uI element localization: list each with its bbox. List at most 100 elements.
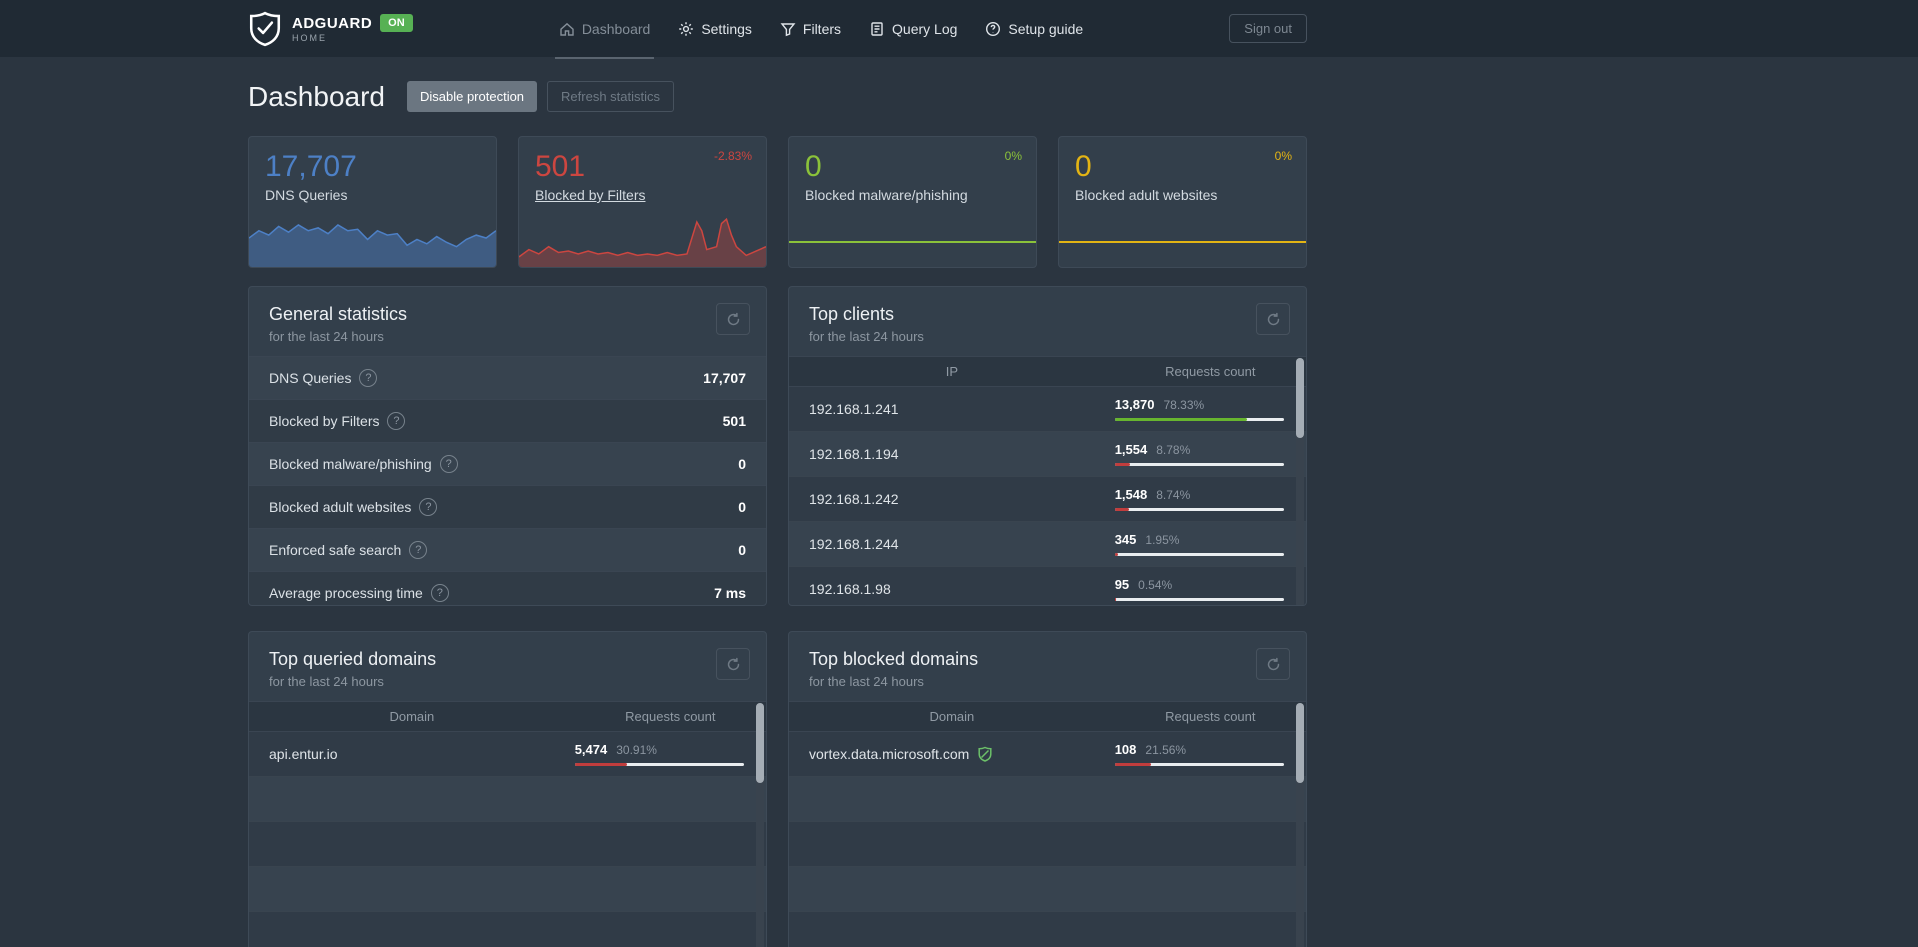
stat-row-label: DNS Queries [269,370,352,386]
column-header-requests: Requests count [625,709,716,724]
card-title: Top queried domains [269,649,437,669]
card-subtitle: for the last 24 hours [269,674,384,689]
stat-row: Blocked adult websites? 0 [249,485,766,528]
protection-status-badge: ON [380,14,413,32]
stat-row-value: 0 [738,542,746,558]
request-count: 13,870 [1114,397,1155,412]
nav-settings[interactable]: Settings [678,0,752,57]
table-header: Domain Requests count [789,701,1306,732]
sign-out-button[interactable]: Sign out [1229,14,1307,43]
scrollbar[interactable] [756,703,764,947]
nav-label: Settings [701,20,752,37]
table-row [789,822,1306,867]
progress-bar [1114,598,1284,601]
nav-label: Filters [802,20,842,37]
navbar: ADGUARD ON HOME Dashboard Settings [0,0,1918,59]
progress-bar-fill [1114,418,1248,421]
table-row [249,912,766,947]
blocked-filters-sparkline [519,209,766,267]
refresh-statistics-button[interactable]: Refresh statistics [547,81,675,112]
card-subtitle: for the last 24 hours [809,674,924,689]
progress-bar [1114,463,1284,466]
domain-name: api.entur.io [269,746,338,762]
scrollbar-thumb[interactable] [1296,703,1304,783]
card-subtitle: for the last 24 hours [809,329,924,344]
top-clients-card: Top clients for the last 24 hours IP Req… [788,286,1307,606]
general-statistics-card: General statistics for the last 24 hours… [248,286,767,606]
table-row: 192.168.1.242 1,548 8.74% [789,477,1306,522]
table-row [249,867,766,912]
stat-label: DNS Queries [265,187,348,203]
refresh-card-button[interactable] [1256,303,1290,335]
scrollbar-thumb[interactable] [756,703,764,783]
table-row: 192.168.1.98 95 0.54% [789,567,1306,605]
nav-filters[interactable]: Filters [780,0,841,57]
client-ip: 192.168.1.244 [809,536,899,552]
blocked-by-filters-link[interactable]: Blocked by Filters [535,187,646,203]
help-icon[interactable]: ? [409,541,428,559]
stat-card-blocked-malware: 0 Blocked malware/phishing 0% [788,136,1037,268]
dns-queries-sparkline [249,209,496,267]
progress-bar [1114,418,1284,421]
stat-trend: 0% [1274,149,1292,163]
request-count: 345 [1114,532,1137,547]
request-count: 95 [1114,577,1130,592]
nav-query-log[interactable]: Query Log [869,0,957,57]
stat-cards-row: 17,707 DNS Queries 501 Blocked by Filter… [248,136,1307,268]
card-title: Top blocked domains [809,649,979,669]
malware-sparkline-flat [789,241,1036,243]
top-queried-table: Domain Requests count api.entur.io 5,474… [249,701,766,947]
request-percent: 0.54% [1138,578,1173,592]
progress-bar [1114,553,1284,556]
stat-row-label: Enforced safe search [269,542,402,558]
help-icon[interactable]: ? [439,455,458,473]
table-header: Domain Requests count [249,701,766,732]
refresh-card-button[interactable] [716,648,750,680]
table-header: IP Requests count [789,356,1306,387]
help-icon[interactable]: ? [359,369,378,387]
help-icon[interactable]: ? [430,584,449,602]
refresh-card-button[interactable] [716,303,750,335]
nav-label: Dashboard [581,20,651,37]
card-title: Top clients [809,304,895,324]
stat-row-label: Blocked by Filters [269,413,380,429]
tracker-shield-icon[interactable] [977,746,993,762]
refresh-card-button[interactable] [1256,648,1290,680]
progress-bar-fill [1114,463,1130,466]
disable-protection-button[interactable]: Disable protection [406,81,538,112]
nav-setup-guide[interactable]: Setup guide [985,0,1083,57]
client-ip: 192.168.1.242 [809,491,899,507]
gear-icon [679,21,694,36]
progress-bar [1114,763,1284,766]
brand: ADGUARD ON HOME [248,11,413,47]
scrollbar[interactable] [1296,703,1304,947]
request-percent: 21.56% [1145,743,1187,757]
table-row: vortex.data.microsoft.com 108 21.56% [789,732,1306,777]
stat-trend: 0% [1004,149,1022,163]
scrollbar[interactable] [1296,358,1304,605]
stat-value: 501 [535,150,586,183]
stat-trend: -2.83% [713,149,752,163]
help-icon[interactable]: ? [419,498,438,516]
adult-sparkline-flat [1059,241,1306,243]
stat-row: Average processing time? 7 ms [249,571,766,605]
stat-value: 0 [1075,150,1092,183]
request-count: 1,554 [1114,442,1148,457]
scrollbar-thumb[interactable] [1296,358,1304,438]
stat-row-label: Blocked adult websites [269,499,412,515]
request-percent: 8.74% [1156,488,1191,502]
column-header-requests: Requests count [1165,364,1256,379]
client-ip: 192.168.1.241 [809,401,899,417]
card-title: General statistics [269,304,408,324]
progress-bar-fill [1114,763,1152,766]
refresh-icon [727,312,739,325]
request-percent: 78.33% [1163,398,1205,412]
help-icon[interactable]: ? [387,412,406,430]
main-nav: Dashboard Settings Filters [413,0,1230,59]
nav-dashboard[interactable]: Dashboard [554,0,654,59]
stat-label: Blocked adult websites [1075,187,1218,203]
request-percent: 1.95% [1145,533,1180,547]
stat-row-value: 0 [738,456,746,472]
funnel-icon [780,22,796,36]
dashboard-page: Dashboard Disable protection Refresh sta… [248,57,1307,947]
